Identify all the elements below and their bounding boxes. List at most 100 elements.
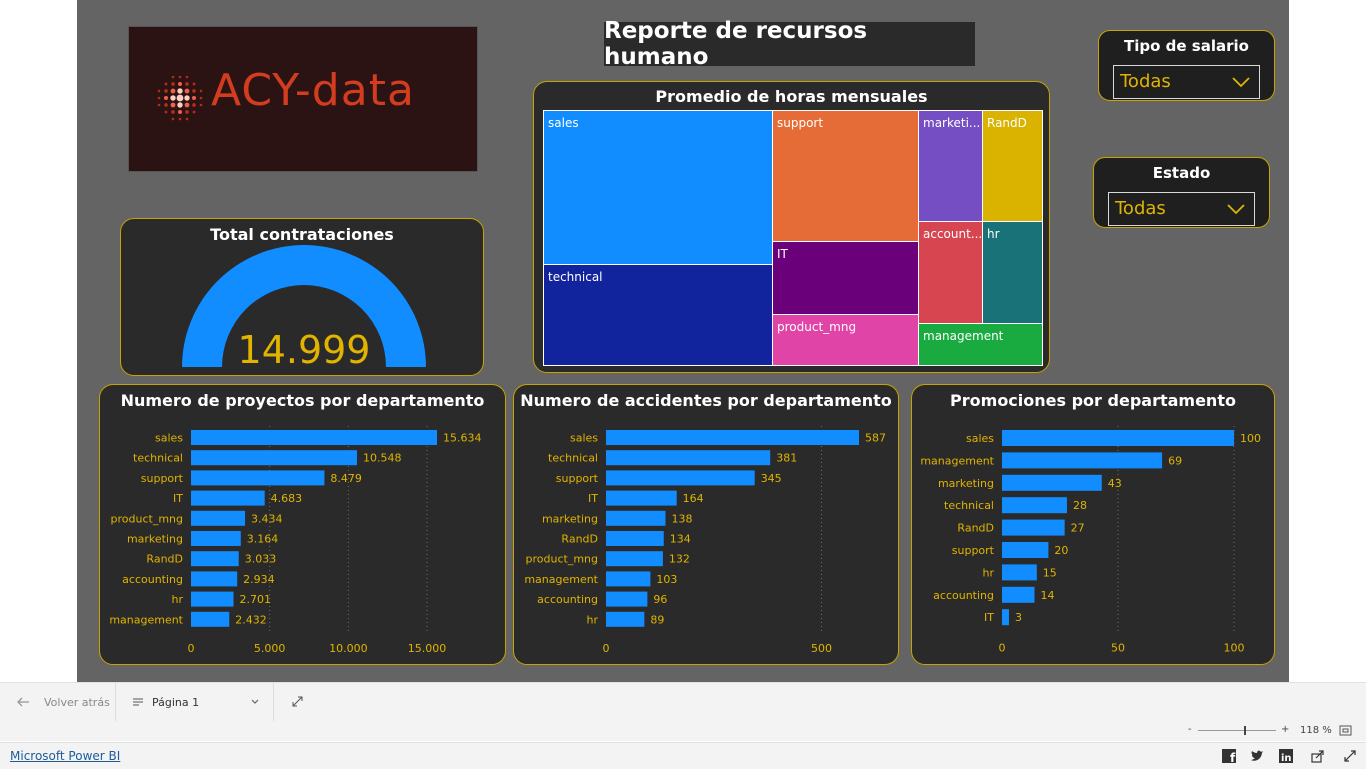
promotions-chart-card[interactable]: Promociones por departamento 0 50 100 sales… <box>911 384 1275 665</box>
bar[interactable] <box>191 450 357 466</box>
logo-text: ACY-data <box>211 65 415 116</box>
slicer-status-title: Estado <box>1152 164 1211 182</box>
treemap-cell-management[interactable]: management <box>918 323 1043 366</box>
logo-dot <box>192 103 196 107</box>
bar[interactable] <box>1002 609 1009 626</box>
logo-dot <box>171 75 175 79</box>
page-selector-label: Página 1 <box>152 695 200 709</box>
twitter-icon[interactable] <box>1250 749 1264 763</box>
bar[interactable] <box>606 510 666 526</box>
bar[interactable] <box>606 470 755 486</box>
collapse-icon[interactable] <box>291 695 304 708</box>
salary-type-value: Todas <box>1120 71 1171 92</box>
bar[interactable] <box>191 591 234 607</box>
fit-to-page-icon[interactable] <box>1339 724 1352 737</box>
gauge-card[interactable]: Total contrataciones 14.999 <box>120 218 484 376</box>
logo-dot <box>164 89 168 93</box>
data-label: 8.479 <box>330 472 362 485</box>
category-label: sales <box>570 432 598 445</box>
data-label: 3.033 <box>245 553 277 566</box>
chevron-down-icon <box>1232 77 1250 88</box>
bar[interactable] <box>191 490 265 506</box>
accidents-chart-title: Numero de accidentes por departamento <box>520 391 892 410</box>
x-tick-label: 500 <box>811 642 832 655</box>
bar[interactable] <box>606 450 771 466</box>
zoom-in-button[interactable]: + <box>1281 724 1290 735</box>
category-label: accounting <box>122 573 183 586</box>
zoom-out-button[interactable]: - <box>1188 724 1192 735</box>
treemap-cell-sales[interactable]: sales <box>543 110 773 265</box>
data-label: 20 <box>1054 544 1068 557</box>
x-tick-label: 0 <box>603 642 610 655</box>
logo-dot <box>184 102 190 108</box>
facebook-icon[interactable]: f <box>1222 749 1236 763</box>
bar[interactable] <box>1002 497 1067 514</box>
accidents-chart-card[interactable]: Numero de accidentes por departamento 0 5… <box>513 384 899 665</box>
bar[interactable] <box>1002 430 1234 446</box>
data-label: 3.434 <box>251 512 282 525</box>
category-label: product_mng <box>526 553 598 566</box>
treemap-cell-technical[interactable]: technical <box>543 264 773 366</box>
logo-dot <box>170 88 176 94</box>
logo-dot <box>178 75 182 79</box>
bar[interactable] <box>1002 474 1102 491</box>
treemap-cell-it[interactable]: IT <box>772 241 919 315</box>
data-label: 14 <box>1040 589 1054 602</box>
bar[interactable] <box>1002 542 1049 558</box>
data-label: 134 <box>670 533 691 546</box>
category-label: marketing <box>127 533 183 546</box>
treemap-cell-hr[interactable]: hr <box>982 221 1043 324</box>
back-button-label: Volver atrás <box>44 695 110 709</box>
bar[interactable] <box>1002 452 1163 469</box>
bar[interactable] <box>191 611 230 627</box>
bar[interactable] <box>191 571 238 587</box>
logo-dot <box>170 102 176 108</box>
page-selector[interactable]: Página 1 <box>132 683 264 721</box>
data-label: 587 <box>865 432 886 445</box>
data-label: 2.934 <box>243 573 275 586</box>
category-label: technical <box>133 452 183 465</box>
category-label: sales <box>966 432 994 445</box>
projects-chart-card[interactable]: Numero de proyectos por departamento 0 5.… <box>99 384 506 665</box>
powerbi-link[interactable]: Microsoft Power BI <box>10 749 121 763</box>
treemap-cell-marketing[interactable]: marketi... <box>918 110 983 222</box>
treemap-cell-product-mng[interactable]: product_mng <box>772 314 919 366</box>
slicer-salary-type: Tipo de salario Todas <box>1098 30 1275 101</box>
zoom-slider[interactable] <box>1198 726 1276 735</box>
x-tick-label: 100 <box>1224 642 1245 655</box>
category-label: IT <box>173 492 183 505</box>
treemap-cell-support[interactable]: support <box>772 110 919 242</box>
data-label: 2.701 <box>240 593 272 606</box>
treemap-card[interactable]: Promedio de horas mensuales sales techni… <box>533 81 1050 373</box>
data-label: 4.683 <box>271 492 303 505</box>
bar[interactable] <box>191 531 241 546</box>
salary-type-dropdown[interactable]: Todas <box>1113 65 1260 99</box>
bar[interactable] <box>606 611 645 627</box>
back-button[interactable]: Volver atrás <box>16 683 114 721</box>
x-tick-label: 10.000 <box>329 642 368 655</box>
data-label: 381 <box>776 452 797 465</box>
status-dropdown[interactable]: Todas <box>1108 192 1255 226</box>
bar[interactable] <box>606 531 664 546</box>
bar[interactable] <box>606 490 677 506</box>
bar[interactable] <box>191 470 325 486</box>
expand-icon[interactable] <box>1343 749 1357 763</box>
bar[interactable] <box>606 591 648 607</box>
gauge-fill-arc <box>182 245 426 367</box>
bar[interactable] <box>606 571 651 587</box>
treemap-cell-accounting[interactable]: account... <box>918 221 983 324</box>
bar[interactable] <box>191 430 437 445</box>
bar[interactable] <box>606 551 663 567</box>
bar[interactable] <box>1002 564 1037 581</box>
linkedin-icon[interactable]: in <box>1279 749 1293 763</box>
bar[interactable] <box>191 551 239 567</box>
bar[interactable] <box>1002 586 1035 603</box>
logo-dot <box>192 82 196 86</box>
logo-dot <box>185 75 189 79</box>
bar[interactable] <box>191 510 246 526</box>
bar[interactable] <box>1002 519 1065 536</box>
zoom-slider-thumb[interactable] <box>1243 726 1246 735</box>
share-icon[interactable] <box>1311 749 1325 763</box>
bar[interactable] <box>606 430 859 445</box>
treemap-cell-randd[interactable]: RandD <box>982 110 1043 222</box>
